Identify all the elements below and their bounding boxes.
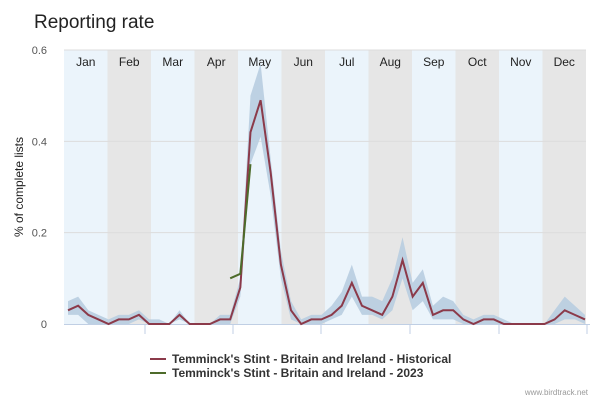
month-label: Sep: [423, 55, 445, 69]
month-band: [281, 50, 325, 324]
month-label: Feb: [119, 55, 140, 69]
month-band: [64, 50, 108, 324]
month-label: Nov: [510, 55, 531, 69]
month-band: [542, 50, 586, 324]
legend-swatch-2023: [150, 372, 166, 374]
month-label: Jan: [76, 55, 95, 69]
month-band: [455, 50, 499, 324]
month-band: [151, 50, 195, 324]
legend-label-2023: Temminck's Stint - Britain and Ireland -…: [172, 366, 424, 380]
month-band: [194, 50, 238, 324]
month-label: Mar: [162, 55, 183, 69]
month-label: May: [248, 55, 271, 69]
month-label: Dec: [554, 55, 575, 69]
month-band: [499, 50, 543, 324]
month-label: Aug: [380, 55, 401, 69]
y-tick-label: 0: [41, 319, 47, 331]
month-label: Jun: [294, 55, 313, 69]
y-tick-label: 0.2: [32, 228, 47, 240]
legend-item-2023[interactable]: Temminck's Stint - Britain and Ireland -…: [150, 366, 451, 380]
y-axis-label: % of complete lists: [12, 137, 26, 237]
legend: Temminck's Stint - Britain and Ireland -…: [150, 352, 451, 380]
month-label: Apr: [207, 55, 226, 69]
month-label: Oct: [468, 55, 487, 69]
chart-title: Reporting rate: [34, 12, 155, 33]
y-tick-label: 0.6: [32, 45, 47, 57]
y-tick-label: 0.4: [32, 136, 47, 148]
legend-swatch-historical: [150, 358, 166, 360]
legend-item-historical[interactable]: Temminck's Stint - Britain and Ireland -…: [150, 352, 451, 366]
legend-label-historical: Temminck's Stint - Britain and Ireland -…: [172, 352, 452, 366]
month-band: [325, 50, 369, 324]
month-label: Jul: [339, 55, 354, 69]
series-line-historical: [67, 99, 586, 326]
credit-link[interactable]: www.birdtrack.net: [524, 388, 588, 397]
month-band: [107, 50, 151, 324]
series-line-2023: [229, 164, 252, 280]
